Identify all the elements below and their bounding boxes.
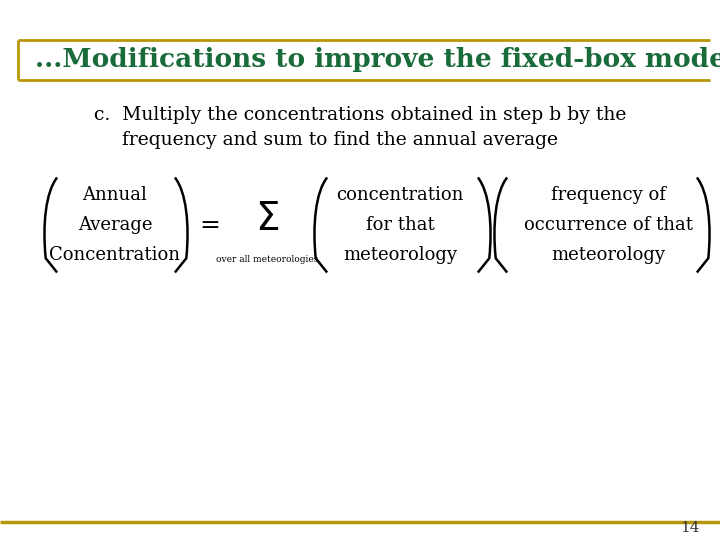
Text: concentration: concentration	[336, 186, 464, 204]
Text: $\Sigma$: $\Sigma$	[255, 201, 279, 239]
Text: ...Modifications to improve the fixed-box model: ...Modifications to improve the fixed-bo…	[35, 48, 720, 72]
Text: meteorology: meteorology	[343, 246, 457, 264]
Text: =: =	[199, 213, 220, 237]
Text: occurrence of that: occurrence of that	[523, 216, 693, 234]
Text: meteorology: meteorology	[551, 246, 665, 264]
Text: 14: 14	[680, 521, 700, 535]
Text: Average: Average	[78, 216, 152, 234]
Text: Concentration: Concentration	[50, 246, 181, 264]
Text: frequency and sum to find the annual average: frequency and sum to find the annual ave…	[122, 131, 558, 149]
Text: for that: for that	[366, 216, 434, 234]
Text: over all meteorologies: over all meteorologies	[216, 255, 318, 265]
Text: frequency of: frequency of	[551, 186, 665, 204]
Text: Annual: Annual	[83, 186, 148, 204]
Text: c.  Multiply the concentrations obtained in step b by the: c. Multiply the concentrations obtained …	[94, 106, 626, 124]
